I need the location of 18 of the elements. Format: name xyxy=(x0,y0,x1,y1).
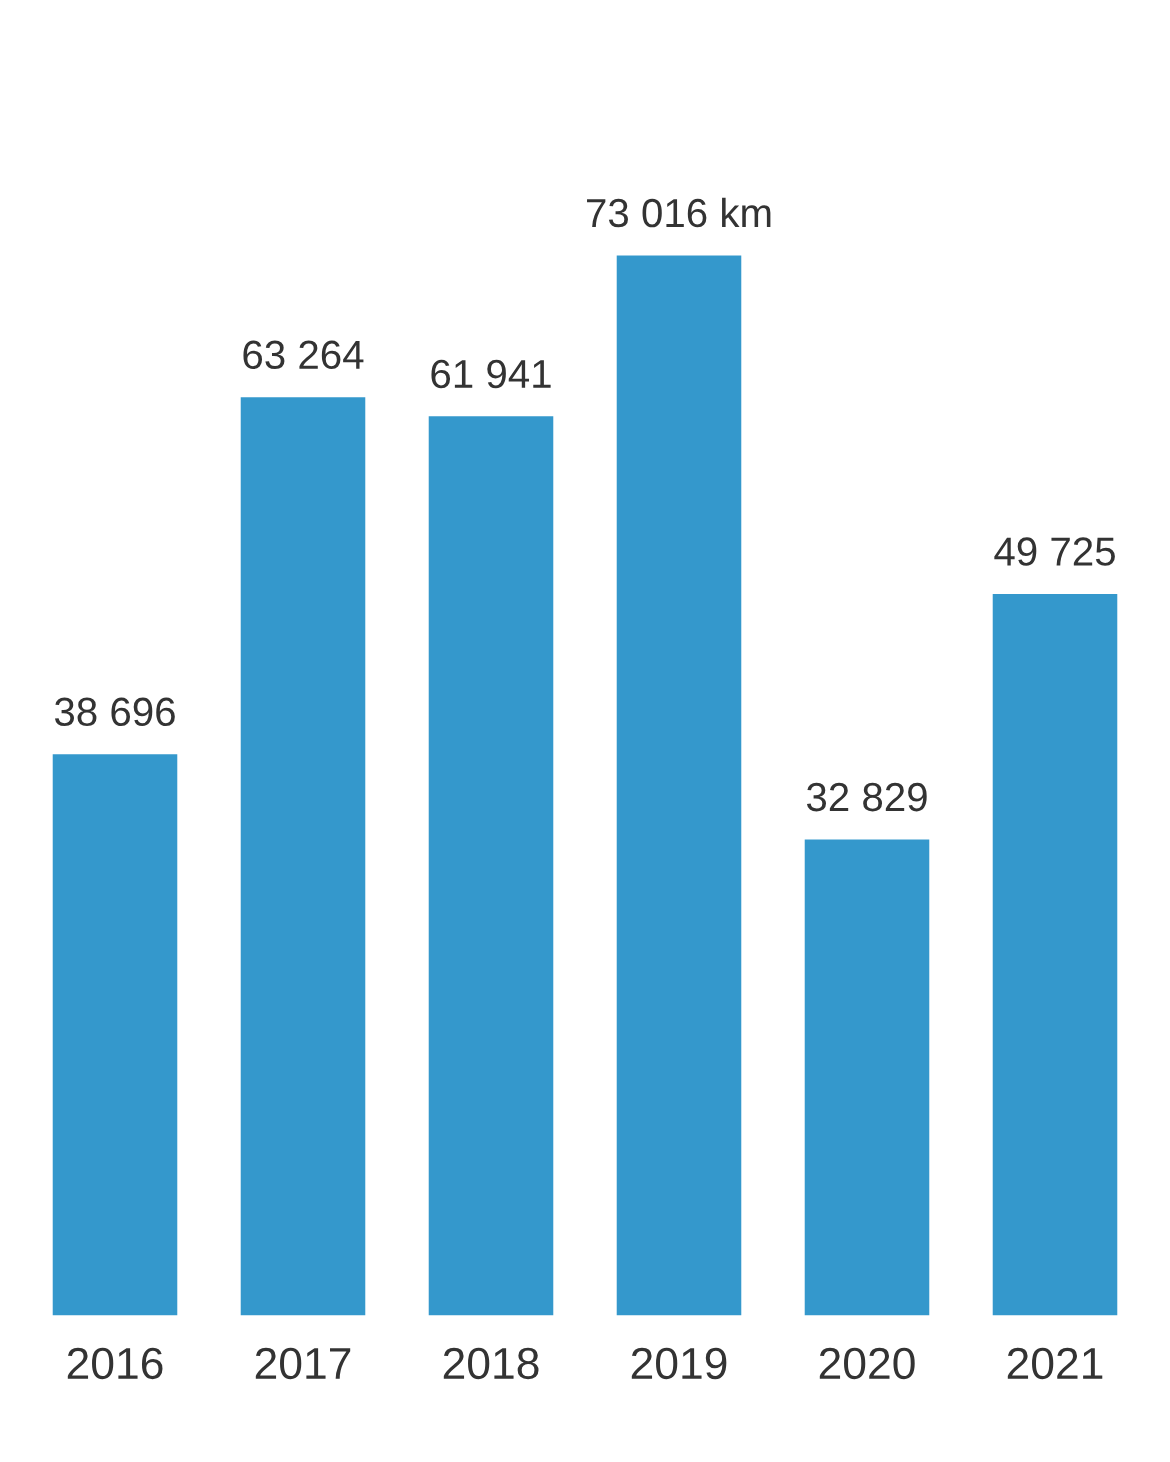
data-label: 63 264 xyxy=(243,340,364,370)
x-tick-label: 2021 xyxy=(1007,1347,1103,1380)
data-label: 73 016 km xyxy=(587,197,771,228)
data-label: 49 725 xyxy=(994,537,1115,566)
bar xyxy=(615,254,743,1316)
x-tick-label: 2016 xyxy=(67,1347,163,1380)
x-tick-label: 2017 xyxy=(255,1347,351,1380)
x-tick-label: 2019 xyxy=(631,1347,727,1380)
bar xyxy=(803,838,931,1316)
bar xyxy=(427,414,555,1316)
x-tick-label: 2018 xyxy=(443,1347,539,1380)
bar xyxy=(239,395,367,1316)
x-tick-label: 2020 xyxy=(819,1347,915,1380)
data-label: 32 829 xyxy=(806,782,927,812)
data-label: 38 696 xyxy=(54,697,175,727)
data-label: 61 941 xyxy=(431,359,551,389)
bar xyxy=(991,592,1119,1316)
bar xyxy=(51,752,179,1316)
